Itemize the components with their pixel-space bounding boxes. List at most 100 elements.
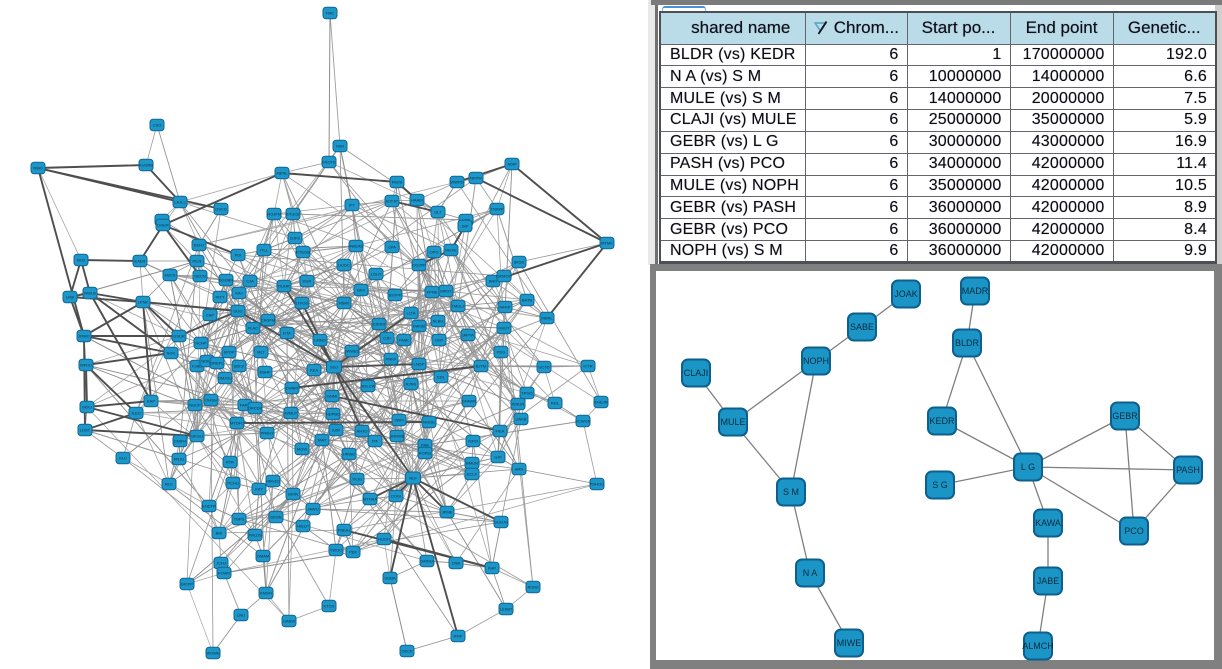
svg-text:PDG: PDG xyxy=(497,350,506,355)
svg-text:ICTR: ICTR xyxy=(583,364,592,369)
svg-text:JWWED: JWWED xyxy=(344,349,359,354)
svg-text:MIWE: MIWE xyxy=(837,638,862,648)
svg-text:JCHJ: JCHJ xyxy=(216,561,226,566)
svg-text:KNDFI: KNDFI xyxy=(260,591,272,596)
svg-text:OGJPP: OGJPP xyxy=(412,263,426,268)
svg-text:CSO: CSO xyxy=(153,123,162,128)
svg-text:CLAJI: CLAJI xyxy=(684,368,709,378)
svg-text:LPNK: LPNK xyxy=(138,300,149,305)
svg-text:TART: TART xyxy=(317,438,328,443)
svg-text:NOJFN: NOJFN xyxy=(267,212,280,217)
svg-text:DKSN: DKSN xyxy=(270,515,281,520)
svg-text:KEDR: KEDR xyxy=(929,416,955,426)
svg-text:FNEAJ: FNEAJ xyxy=(338,528,351,533)
svg-text:UUDC: UUDC xyxy=(338,263,350,268)
svg-text:CJA: CJA xyxy=(246,279,254,284)
svg-text:RJNS: RJNS xyxy=(406,382,417,387)
svg-text:JRWC: JRWC xyxy=(78,334,90,339)
svg-text:GUGJG: GUGJG xyxy=(494,520,508,525)
svg-text:DGR: DGR xyxy=(303,279,312,284)
svg-text:FIEA: FIEA xyxy=(496,429,505,434)
svg-text:NDKD: NDKD xyxy=(201,359,212,364)
svg-text:SWOB: SWOB xyxy=(413,324,426,329)
svg-text:LAJLL: LAJLL xyxy=(174,200,186,205)
svg-text:NCHP: NCHP xyxy=(195,341,207,346)
svg-text:RITT: RITT xyxy=(216,295,225,300)
svg-text:RMG: RMG xyxy=(33,166,42,171)
svg-text:BND: BND xyxy=(489,279,498,284)
svg-text:EBHF: EBHF xyxy=(260,370,271,375)
svg-text:RUHR: RUHR xyxy=(278,284,290,289)
svg-text:PRIEO: PRIEO xyxy=(261,431,273,436)
svg-text:GJFS: GJFS xyxy=(290,236,301,241)
svg-text:EAP: EAP xyxy=(147,399,155,404)
svg-text:LFBI: LFBI xyxy=(66,295,74,300)
svg-text:RGL: RGL xyxy=(551,401,560,406)
svg-text:CJD: CJD xyxy=(383,336,391,341)
svg-text:SFAWR: SFAWR xyxy=(462,399,476,404)
svg-text:NLF: NLF xyxy=(409,476,417,481)
svg-text:ORCDE: ORCDE xyxy=(248,406,263,411)
svg-text:GEBR: GEBR xyxy=(1112,411,1138,421)
svg-text:ALMCH: ALMCH xyxy=(1022,641,1054,651)
svg-text:JABE: JABE xyxy=(1037,576,1060,586)
svg-text:MENL: MENL xyxy=(276,171,288,176)
svg-text:JWFI: JWFI xyxy=(394,418,403,423)
svg-text:HNGED: HNGED xyxy=(266,479,281,484)
svg-text:TWOC: TWOC xyxy=(330,548,342,553)
svg-text:FSOTE: FSOTE xyxy=(322,160,336,165)
svg-text:KUJ: KUJ xyxy=(119,456,127,461)
svg-text:TBPS: TBPS xyxy=(234,517,245,522)
svg-text:MTHAA: MTHAA xyxy=(363,497,377,502)
svg-text:ADIP: ADIP xyxy=(507,162,517,167)
svg-text:BLDR: BLDR xyxy=(955,338,980,348)
svg-text:CAP: CAP xyxy=(206,313,215,318)
svg-text:MTDFC: MTDFC xyxy=(230,421,244,426)
svg-text:GSUR: GSUR xyxy=(173,334,185,339)
svg-text:NLBH: NLBH xyxy=(433,319,444,324)
svg-text:MULE: MULE xyxy=(720,417,745,427)
svg-text:UCTD: UCTD xyxy=(538,365,549,370)
svg-text:DTA: DTA xyxy=(283,331,291,336)
svg-text:NGCP: NGCP xyxy=(189,403,201,408)
svg-text:RBMI: RBMI xyxy=(339,301,349,306)
svg-text:NLC: NLC xyxy=(165,482,173,487)
svg-text:MADR: MADR xyxy=(962,286,989,296)
svg-text:CAGFM: CAGFM xyxy=(261,318,275,323)
svg-text:KEA: KEA xyxy=(310,368,318,373)
svg-text:S G: S G xyxy=(932,480,948,490)
svg-text:DHNPI: DHNPI xyxy=(286,386,298,391)
svg-text:OPO: OPO xyxy=(430,250,439,255)
svg-text:FOWK: FOWK xyxy=(218,571,230,576)
svg-text:OHSN: OHSN xyxy=(205,398,217,403)
svg-text:BJTJP: BJTJP xyxy=(386,199,398,204)
svg-text:MTMK: MTMK xyxy=(601,241,613,246)
svg-text:IUIR: IUIR xyxy=(332,428,340,433)
svg-text:WOWE: WOWE xyxy=(206,651,220,656)
svg-text:WFDU: WFDU xyxy=(80,363,92,368)
svg-text:NOPH: NOPH xyxy=(803,356,829,366)
svg-text:BHI: BHI xyxy=(216,531,223,536)
svg-text:ISFW: ISFW xyxy=(468,439,478,444)
svg-text:RUMJ: RUMJ xyxy=(527,585,538,590)
svg-text:KAWA: KAWA xyxy=(1035,518,1061,528)
svg-text:JOAK: JOAK xyxy=(894,289,918,299)
svg-text:PDI: PDI xyxy=(235,253,242,258)
svg-text:NGLCW: NGLCW xyxy=(361,384,376,389)
svg-text:PASH: PASH xyxy=(1176,465,1200,475)
svg-text:DREPL: DREPL xyxy=(210,361,224,366)
svg-text:TMULJ: TMULJ xyxy=(452,304,465,309)
svg-text:AHJO: AHJO xyxy=(357,429,368,434)
svg-text:GJF: GJF xyxy=(494,455,502,460)
svg-text:BICPP: BICPP xyxy=(181,582,193,587)
svg-text:KOPEI: KOPEI xyxy=(419,451,431,456)
svg-text:EKO: EKO xyxy=(77,258,85,263)
svg-text:BGDBR: BGDBR xyxy=(219,278,233,283)
svg-text:SBCK: SBCK xyxy=(234,364,245,369)
svg-text:RTR: RTR xyxy=(226,460,234,465)
svg-text:S M: S M xyxy=(783,487,799,497)
svg-text:FAPD: FAPD xyxy=(240,403,251,408)
svg-text:PEK: PEK xyxy=(349,550,357,555)
svg-text:LESBT: LESBT xyxy=(500,607,513,612)
svg-text:ULT: ULT xyxy=(434,210,442,215)
